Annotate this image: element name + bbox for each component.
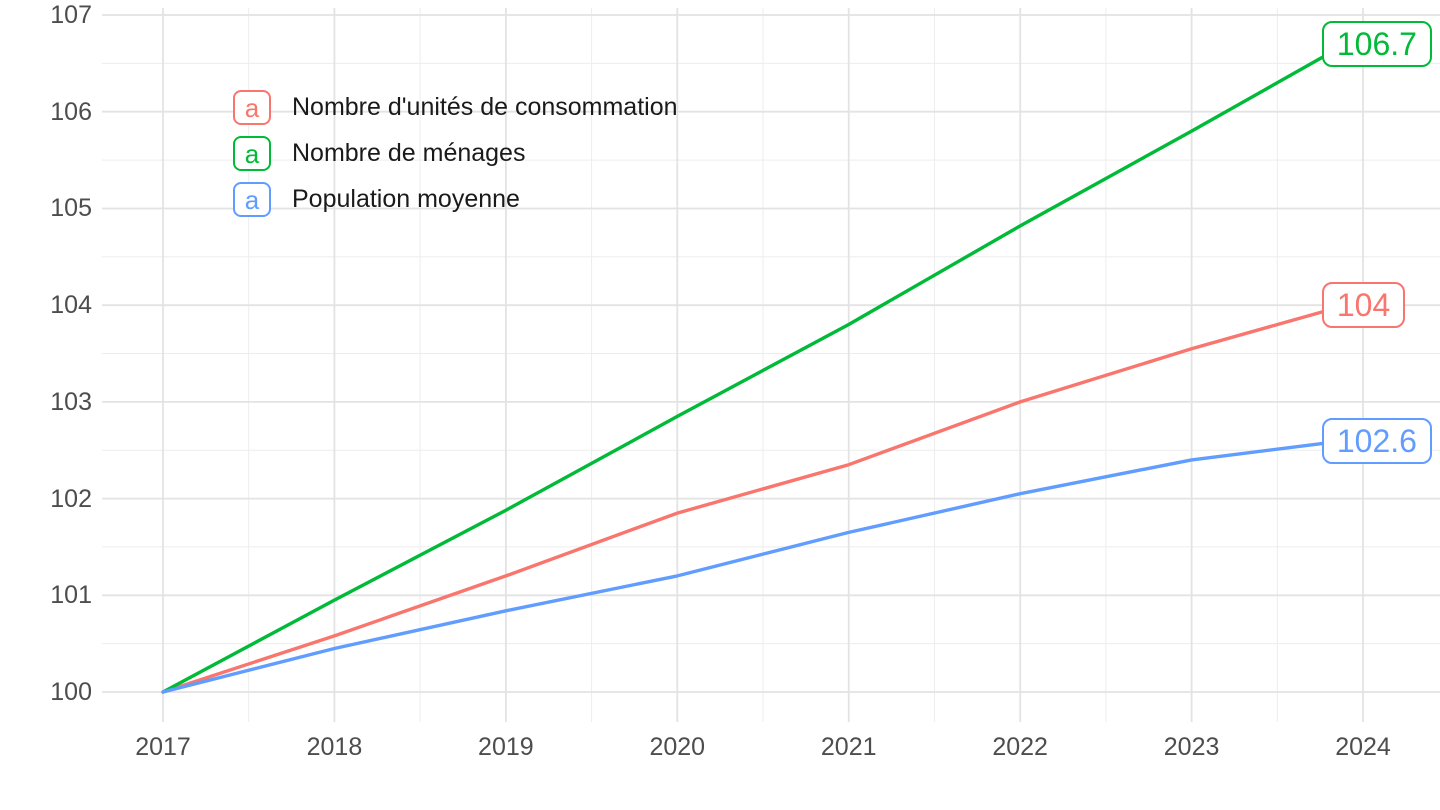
series-line-0 [161,303,1348,694]
legend-item-label: Population moyenne [292,185,520,213]
y-tick-label: 103 [50,387,92,416]
x-tick-label: 2024 [1335,733,1391,761]
legend-key-glyph: a [244,138,260,169]
y-tick-label: 107 [50,1,92,30]
series-lines [161,42,1348,694]
legend-key-box: a [233,136,271,171]
y-tick-label: 104 [50,291,92,320]
end-label-population-moyenne: 102.6 [1321,417,1432,464]
y-tick-label: 101 [50,581,92,610]
x-tick-label: 2021 [820,733,877,761]
x-tick-label: 2019 [478,733,534,761]
gridlines-minor [102,8,1440,722]
legend-key-box: a [233,182,271,217]
end-label-unites-de-consommation: 104 [1321,282,1406,329]
y-tick-label: 105 [50,194,92,223]
legend-item-population-moyenne: a Population moyenne [233,182,678,217]
y-tick-label: 100 [50,678,92,706]
x-tick-label: 2022 [992,733,1048,761]
end-label-nombre-de-menages: 106.7 [1321,21,1432,68]
x-tick-label: 2023 [1163,733,1220,761]
legend-key-box: a [233,90,271,125]
legend-key-glyph: a [244,92,260,123]
gridlines-major [102,8,1440,722]
y-tick-label: 106 [50,97,92,126]
legend-item-unites-de-consommation: a Nombre d'unités de consommation [233,90,678,125]
x-tick-label: 2020 [649,733,706,761]
series-line-2 [161,438,1348,694]
legend-item-label: Nombre d'unités de consommation [292,93,678,121]
legend-key-glyph: a [244,184,260,215]
legend-item-nombre-de-menages: a Nombre de ménages [233,136,678,171]
x-tick-label: 2017 [135,733,191,761]
series-line-1 [161,42,1348,694]
legend-item-label: Nombre de ménages [292,139,526,167]
y-tick-label: 102 [50,484,92,513]
legend: a Nombre d'unités de consommation a Nomb… [233,90,678,228]
x-tick-label: 2018 [306,733,363,761]
